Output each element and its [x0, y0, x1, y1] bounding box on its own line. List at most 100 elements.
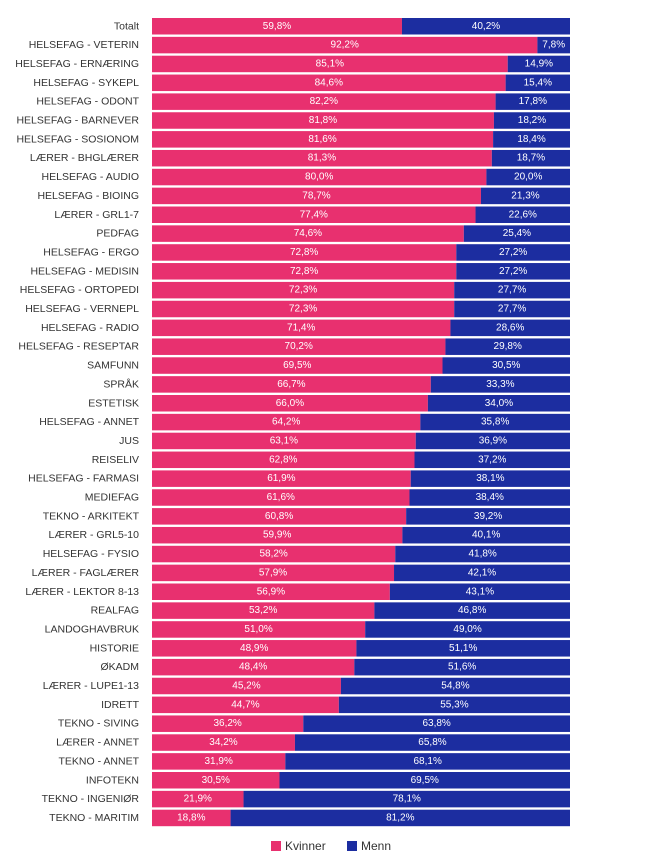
data-label-kvinner: 61,6%	[267, 492, 295, 503]
category-label: LÆRER - LUPE1-13	[43, 680, 139, 692]
bar-menn	[495, 93, 570, 110]
data-label-menn: 38,4%	[476, 492, 504, 503]
data-label-kvinner: 81,8%	[309, 115, 337, 126]
data-label-menn: 20,0%	[514, 172, 542, 183]
data-label-menn: 34,0%	[485, 398, 513, 409]
data-label-menn: 51,6%	[448, 662, 476, 673]
category-label: LÆRER - FAGLÆRER	[32, 567, 140, 579]
category-label: TEKNO - INGENIØR	[42, 793, 140, 805]
data-label-menn: 43,1%	[466, 586, 494, 597]
data-label-kvinner: 31,9%	[204, 756, 232, 767]
category-label: LÆRER - LEKTOR 8-13	[25, 586, 139, 598]
data-label-menn: 25,4%	[503, 228, 531, 239]
category-label: HELSEFAG - ODONT	[36, 96, 139, 108]
bar-kvinner	[152, 168, 487, 186]
bar-kvinner	[152, 131, 494, 148]
bar-menn	[456, 244, 570, 261]
data-label-menn: 30,5%	[492, 360, 520, 371]
bar-kvinner	[152, 187, 481, 205]
bar-kvinner	[152, 564, 395, 582]
data-label-kvinner: 18,8%	[177, 812, 205, 823]
bar-menn	[354, 658, 570, 676]
bar-kvinner	[152, 772, 280, 789]
bar-menn	[395, 545, 570, 563]
category-label: HELSEFAG - VERNEPL	[25, 303, 139, 315]
bar-menn	[486, 168, 570, 186]
data-label-kvinner: 72,3%	[289, 285, 317, 296]
bar-kvinner	[152, 545, 396, 563]
data-label-menn: 54,8%	[441, 681, 469, 692]
bar-menn	[505, 74, 570, 92]
bar-kvinner	[152, 18, 402, 35]
bar-menn	[475, 206, 570, 223]
bar-kvinner	[152, 526, 403, 544]
data-label-kvinner: 48,9%	[240, 643, 268, 654]
data-label-kvinner: 72,8%	[290, 266, 318, 277]
bar-menn	[410, 470, 570, 487]
data-label-kvinner: 53,2%	[249, 605, 277, 616]
data-label-kvinner: 69,5%	[283, 360, 311, 371]
data-label-kvinner: 66,7%	[277, 379, 305, 390]
data-label-menn: 17,8%	[519, 96, 547, 107]
bar-kvinner	[152, 244, 457, 261]
bar-menn	[409, 489, 570, 506]
data-label-menn: 40,1%	[472, 530, 500, 541]
bar-menn	[340, 677, 570, 695]
category-label: ØKADM	[100, 661, 139, 673]
category-label: ESTETISK	[88, 397, 139, 409]
data-label-menn: 46,8%	[458, 605, 486, 616]
data-label-menn: 68,1%	[413, 756, 441, 767]
category-label: REALFAG	[91, 605, 139, 617]
category-label: LANDOGHAVBRUK	[45, 623, 139, 635]
data-label-menn: 27,7%	[498, 285, 526, 296]
bar-menn	[406, 508, 570, 525]
category-label: HELSEFAG - FARMASI	[28, 473, 139, 485]
category-label: HELSEFAG - VETERIN	[29, 39, 139, 51]
category-label: Totalt	[114, 20, 139, 32]
bar-kvinner	[152, 696, 339, 714]
bar-kvinner	[152, 809, 231, 827]
bar-kvinner	[152, 640, 357, 657]
bar-kvinner	[152, 112, 494, 129]
data-label-menn: 22,6%	[509, 209, 537, 220]
data-label-menn: 35,8%	[481, 417, 509, 428]
data-label-kvinner: 71,4%	[287, 322, 315, 333]
data-label-menn: 27,7%	[498, 304, 526, 315]
data-label-menn: 27,2%	[499, 266, 527, 277]
data-label-kvinner: 57,9%	[259, 567, 287, 578]
bar-kvinner	[152, 319, 451, 337]
category-label: HELSEFAG - RESEPTAR	[18, 341, 139, 353]
data-label-menn: 7,8%	[542, 40, 565, 51]
legend-label-menn: Menn	[361, 839, 391, 853]
data-label-menn: 29,8%	[494, 341, 522, 352]
data-label-kvinner: 78,7%	[302, 190, 330, 201]
bar-menn	[507, 55, 570, 73]
data-label-kvinner: 30,5%	[202, 775, 230, 786]
bar-kvinner	[152, 790, 244, 808]
bar-menn	[402, 526, 570, 544]
data-label-kvinner: 84,6%	[315, 77, 343, 88]
data-label-kvinner: 48,4%	[239, 662, 267, 673]
bar-kvinner	[152, 489, 410, 506]
category-label: HELSEFAG - ORTOPEDI	[20, 284, 139, 296]
bar-menn	[356, 640, 570, 657]
data-label-kvinner: 70,2%	[285, 341, 313, 352]
bar-kvinner	[152, 470, 411, 487]
bar-kvinner	[152, 263, 457, 280]
category-label: TEKNO - MARITIM	[49, 812, 139, 824]
data-label-menn: 33,3%	[486, 379, 514, 390]
data-label-menn: 14,9%	[525, 58, 553, 69]
bar-menn	[480, 187, 570, 205]
bar-kvinner	[152, 55, 508, 73]
category-label: PEDFAG	[96, 228, 139, 240]
data-label-kvinner: 44,7%	[231, 699, 259, 710]
bar-menn	[456, 263, 570, 280]
data-label-kvinner: 72,8%	[290, 247, 318, 258]
data-label-menn: 65,8%	[418, 737, 446, 748]
bar-menn	[401, 18, 570, 35]
category-label: HELSEFAG - FYSIO	[43, 548, 139, 560]
bar-menn	[537, 36, 570, 54]
bar-menn	[243, 790, 571, 808]
category-label: TEKNO - ANNET	[58, 755, 139, 767]
bar-menn	[338, 696, 570, 714]
